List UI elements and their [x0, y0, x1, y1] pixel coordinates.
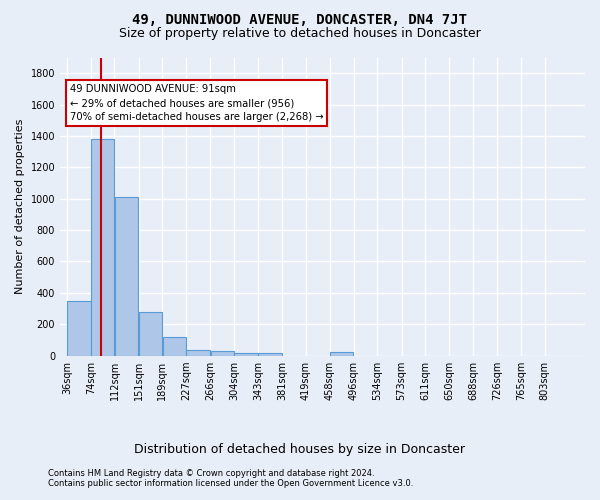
Bar: [67, 300, 91, 356]
Y-axis label: Number of detached properties: Number of detached properties: [15, 119, 25, 294]
Text: Contains HM Land Registry data © Crown copyright and database right 2024.: Contains HM Land Registry data © Crown c…: [48, 468, 374, 477]
Bar: [115, 197, 138, 356]
Bar: [234, 352, 257, 356]
Text: 49 DUNNIWOOD AVENUE: 91sqm
← 29% of detached houses are smaller (956)
70% of sem: 49 DUNNIWOOD AVENUE: 91sqm ← 29% of deta…: [70, 84, 323, 122]
Text: Contains public sector information licensed under the Open Government Licence v3: Contains public sector information licen…: [48, 478, 413, 488]
Text: Distribution of detached houses by size in Doncaster: Distribution of detached houses by size …: [134, 442, 466, 456]
Bar: [330, 352, 353, 356]
Bar: [91, 139, 115, 356]
Bar: [139, 312, 162, 356]
Text: Size of property relative to detached houses in Doncaster: Size of property relative to detached ho…: [119, 28, 481, 40]
Bar: [259, 354, 282, 356]
Bar: [163, 337, 186, 355]
Text: 49, DUNNIWOOD AVENUE, DONCASTER, DN4 7JT: 49, DUNNIWOOD AVENUE, DONCASTER, DN4 7JT: [133, 12, 467, 26]
Bar: [186, 350, 209, 356]
Bar: [211, 351, 234, 356]
